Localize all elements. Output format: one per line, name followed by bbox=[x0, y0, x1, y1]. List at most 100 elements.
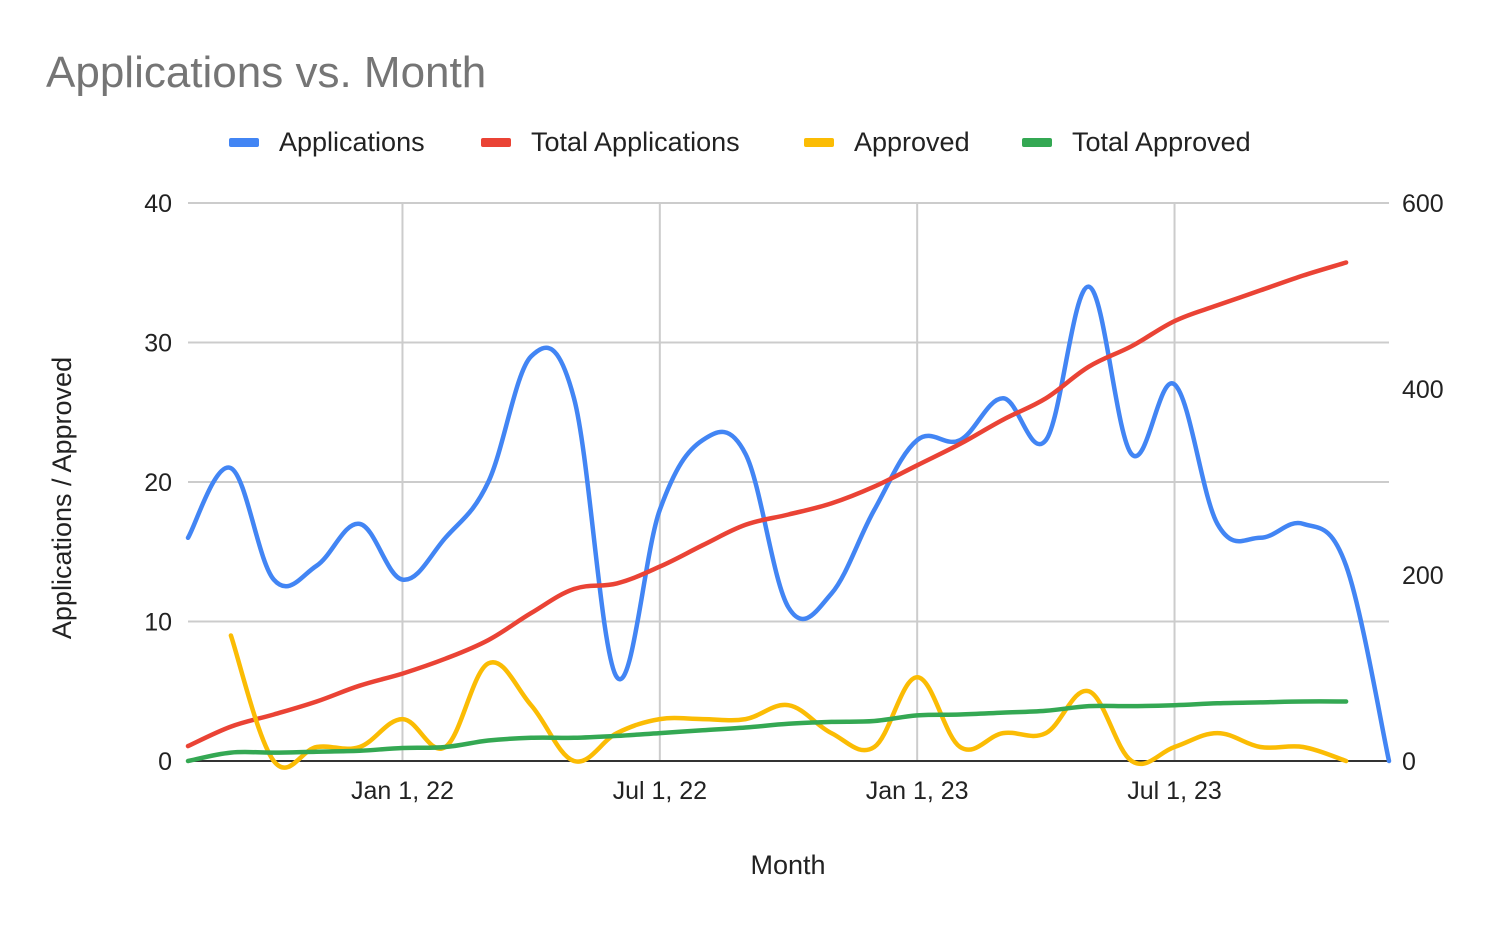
point-applications bbox=[528, 353, 534, 359]
point-total-approved bbox=[871, 718, 877, 724]
point-total-approved bbox=[1000, 710, 1006, 716]
point-total-approved bbox=[399, 745, 405, 751]
point-applications bbox=[700, 437, 706, 443]
point-total-approved bbox=[1129, 703, 1135, 709]
point-total-applications bbox=[1086, 364, 1092, 370]
point-total-applications bbox=[914, 462, 920, 468]
point-total-approved bbox=[700, 727, 706, 733]
x-tick-label: Jul 1, 23 bbox=[1127, 777, 1222, 805]
point-applications bbox=[1000, 395, 1006, 401]
point-applications bbox=[571, 395, 577, 401]
point-applications bbox=[1086, 284, 1092, 290]
point-total-applications bbox=[786, 512, 792, 518]
point-applications bbox=[399, 577, 405, 583]
point-total-applications bbox=[271, 712, 277, 718]
point-approved bbox=[1172, 744, 1178, 750]
point-total-approved bbox=[314, 749, 320, 755]
x-tick-label: Jul 1, 22 bbox=[613, 777, 708, 805]
point-total-applications bbox=[871, 484, 877, 490]
legend-label-applications: Applications bbox=[279, 127, 425, 157]
point-applications bbox=[1129, 451, 1135, 457]
point-approved bbox=[399, 716, 405, 722]
point-total-approved bbox=[1343, 698, 1349, 704]
point-applications bbox=[1386, 758, 1392, 764]
y-left-tick-label: 40 bbox=[144, 190, 172, 218]
chart-title: Applications vs. Month bbox=[46, 48, 486, 97]
point-approved bbox=[271, 758, 277, 764]
point-total-approved bbox=[571, 735, 577, 741]
point-total-applications bbox=[185, 743, 191, 749]
point-approved bbox=[914, 674, 920, 680]
point-total-approved bbox=[1257, 699, 1263, 705]
series-line-total-approved bbox=[185, 699, 1349, 764]
x-axis-title: Month bbox=[750, 850, 825, 880]
point-total-approved bbox=[1214, 700, 1220, 706]
point-applications bbox=[871, 507, 877, 513]
point-total-applications bbox=[1300, 273, 1306, 279]
point-total-applications bbox=[442, 656, 448, 662]
point-total-approved bbox=[357, 748, 363, 754]
point-total-applications bbox=[1000, 417, 1006, 423]
y-axis-title: Applications / Approved bbox=[47, 357, 77, 639]
x-tick-label: Jan 1, 23 bbox=[866, 777, 969, 805]
point-approved bbox=[957, 744, 963, 750]
point-total-approved bbox=[786, 721, 792, 727]
legend-label-approved: Approved bbox=[854, 127, 970, 157]
series-line-approved bbox=[228, 633, 1349, 770]
series-lines bbox=[185, 260, 1392, 770]
point-applications bbox=[1172, 381, 1178, 387]
point-applications bbox=[1300, 521, 1306, 527]
point-approved bbox=[228, 632, 234, 638]
point-total-applications bbox=[571, 586, 577, 592]
point-approved bbox=[1257, 744, 1263, 750]
y-left-tick-label: 20 bbox=[144, 469, 172, 497]
legend-label-total-applications: Total Applications bbox=[531, 127, 740, 157]
point-approved bbox=[1214, 730, 1220, 736]
point-total-applications bbox=[1257, 287, 1263, 293]
point-total-approved bbox=[1043, 708, 1049, 714]
point-applications bbox=[271, 577, 277, 583]
point-total-applications bbox=[357, 683, 363, 689]
point-total-applications bbox=[657, 564, 663, 570]
point-total-applications bbox=[528, 610, 534, 616]
point-approved bbox=[786, 702, 792, 708]
point-total-applications bbox=[1343, 260, 1349, 266]
point-approved bbox=[528, 702, 534, 708]
point-applications bbox=[1043, 437, 1049, 443]
legend: Applications Total Applications Approved… bbox=[229, 127, 1251, 157]
y-right-tick-label: 600 bbox=[1402, 190, 1444, 218]
point-applications bbox=[914, 437, 920, 443]
point-applications bbox=[1214, 521, 1220, 527]
point-applications bbox=[442, 535, 448, 541]
point-total-approved bbox=[485, 738, 491, 744]
legend-swatch-total-approved bbox=[1022, 138, 1052, 147]
point-total-applications bbox=[1214, 302, 1220, 308]
series-line-total-applications bbox=[185, 260, 1349, 749]
point-applications bbox=[657, 507, 663, 513]
point-total-applications bbox=[1172, 318, 1178, 324]
point-total-approved bbox=[614, 733, 620, 739]
legend-swatch-total-applications bbox=[481, 138, 511, 147]
point-applications bbox=[485, 479, 491, 485]
point-approved bbox=[1043, 730, 1049, 736]
gridlines bbox=[188, 202, 1389, 762]
point-total-applications bbox=[485, 637, 491, 643]
y-right-tick-label: 0 bbox=[1402, 748, 1416, 776]
point-total-applications bbox=[614, 580, 620, 586]
point-total-applications bbox=[1043, 395, 1049, 401]
point-approved bbox=[571, 758, 577, 764]
point-approved bbox=[1343, 758, 1349, 764]
point-total-applications bbox=[957, 441, 963, 447]
point-applications bbox=[357, 521, 363, 527]
y-right-tick-label: 200 bbox=[1402, 562, 1444, 590]
point-total-applications bbox=[828, 500, 834, 506]
point-approved bbox=[700, 716, 706, 722]
legend-swatch-applications bbox=[229, 138, 259, 147]
point-applications bbox=[314, 563, 320, 569]
point-approved bbox=[1129, 758, 1135, 764]
point-total-approved bbox=[657, 730, 663, 736]
point-total-approved bbox=[442, 744, 448, 750]
point-approved bbox=[1086, 688, 1092, 694]
